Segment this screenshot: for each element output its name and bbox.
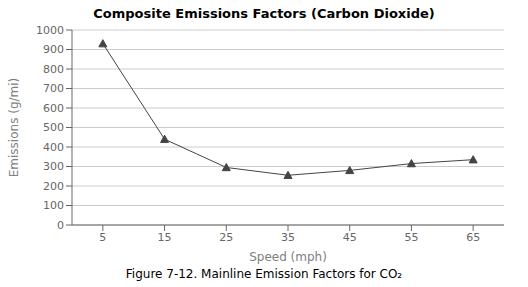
svg-text:55: 55 [404,231,418,244]
svg-text:15: 15 [158,231,172,244]
svg-text:400: 400 [43,141,64,154]
svg-text:800: 800 [43,63,64,76]
html-text:Composite Emissions Factors (C: Composite Emissions Factors (Carbon Diox… [93,6,435,21]
svg-text:900: 900 [43,43,64,56]
svg-text:25: 25 [219,231,233,244]
svg-text:0: 0 [57,219,64,232]
html-text:Figure 7-12. Mainline Emission: Figure 7-12. Mainline Emission Factors f… [125,267,403,281]
svg-text:Emissions (g/mi): Emissions (g/mi) [8,78,21,178]
svg-text:600: 600 [43,102,64,115]
svg-text:200: 200 [43,180,64,193]
svg-text:500: 500 [43,121,64,134]
svg-text:Speed (mph): Speed (mph) [249,250,327,264]
svg-text:100: 100 [43,199,64,212]
svg-text:1000: 1000 [36,24,64,37]
svg-text:65: 65 [466,231,480,244]
svg-text:5: 5 [99,231,106,244]
svg-text:300: 300 [43,160,64,173]
svg-text:45: 45 [343,231,357,244]
svg-text:35: 35 [281,231,295,244]
svg-text:700: 700 [43,82,64,95]
